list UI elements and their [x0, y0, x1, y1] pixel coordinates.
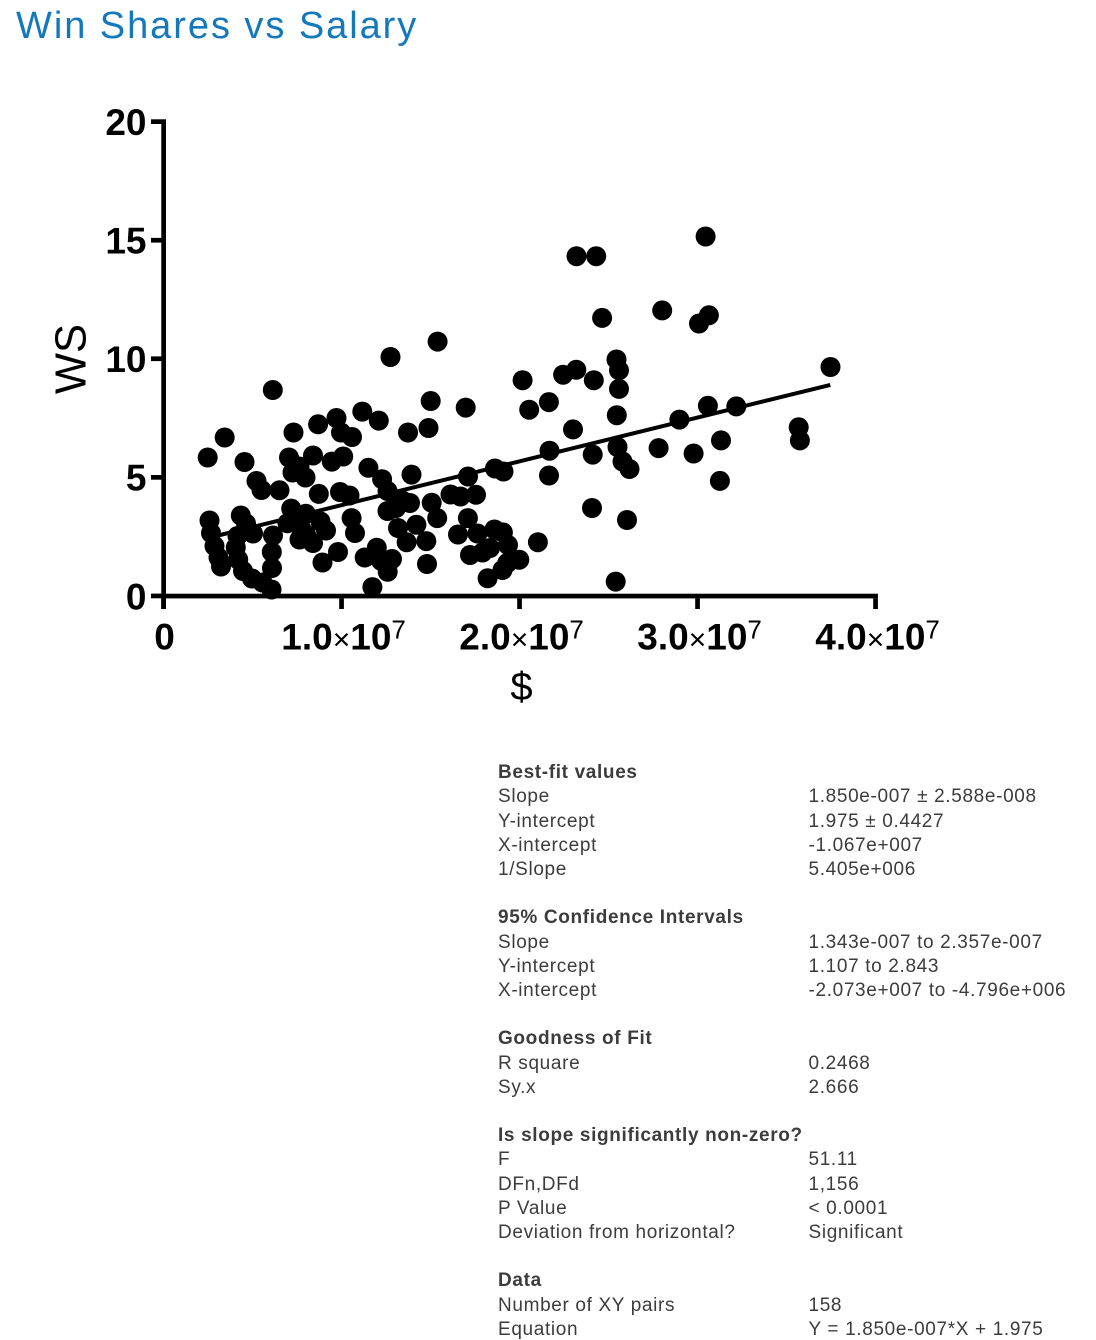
svg-text:20: 20	[105, 102, 146, 143]
svg-text:$: $	[510, 665, 532, 709]
svg-text:5: 5	[126, 458, 147, 499]
svg-text:1.0×107: 1.0×107	[281, 615, 406, 658]
svg-text:2.0×107: 2.0×107	[459, 615, 584, 658]
svg-text:4.0×107: 4.0×107	[815, 615, 940, 658]
svg-text:15: 15	[105, 221, 146, 262]
svg-text:0: 0	[154, 617, 175, 658]
svg-text:3.0×107: 3.0×107	[637, 615, 762, 658]
svg-text:WS: WS	[48, 324, 96, 394]
svg-text:0: 0	[126, 576, 147, 617]
svg-text:10: 10	[105, 339, 146, 380]
